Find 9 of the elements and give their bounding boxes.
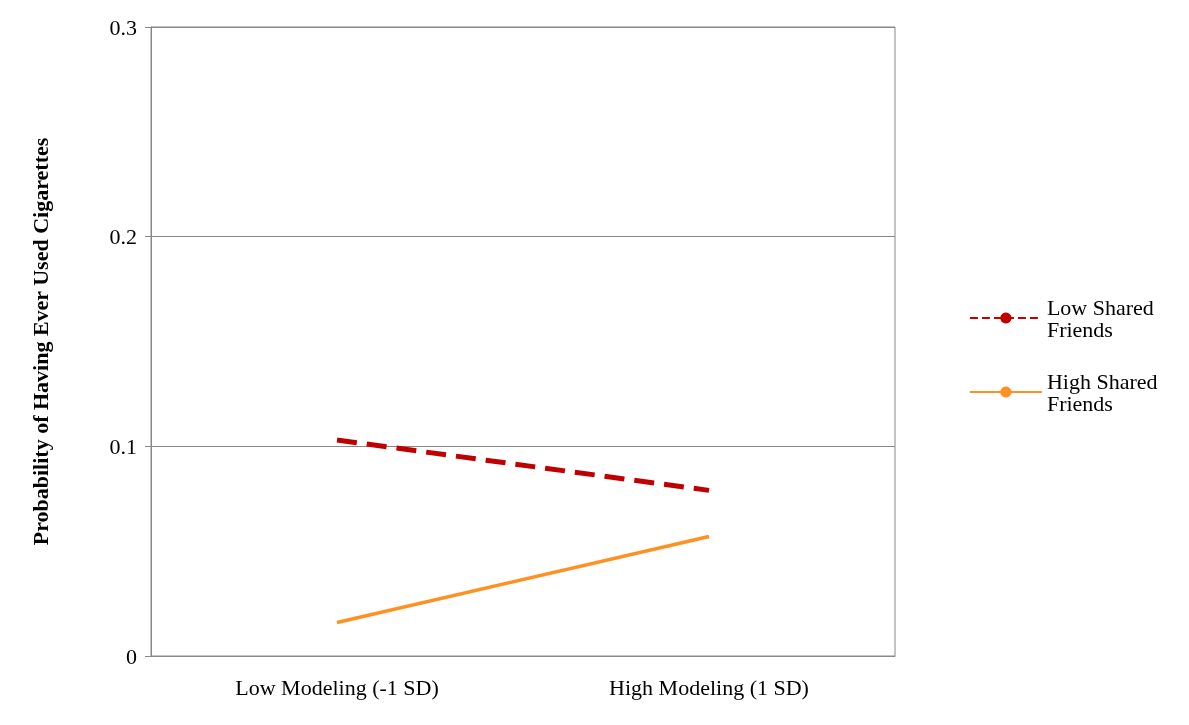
- legend-label: High Shared Friends: [1046, 368, 1163, 416]
- legend-label: Low Shared Friends: [1046, 294, 1160, 342]
- y-tick-label: 0.2: [109, 224, 137, 250]
- x-tick-label: High Modeling (1 SD): [609, 674, 809, 700]
- y-tick-label: 0.3: [109, 14, 137, 40]
- y-tick-label: 0: [126, 643, 137, 669]
- y-tick-label: 0.1: [109, 433, 137, 459]
- y-axis-title: Probability of Having Ever Used Cigarettes: [27, 137, 53, 546]
- x-tick-label: Low Modeling (-1 SD): [235, 674, 439, 700]
